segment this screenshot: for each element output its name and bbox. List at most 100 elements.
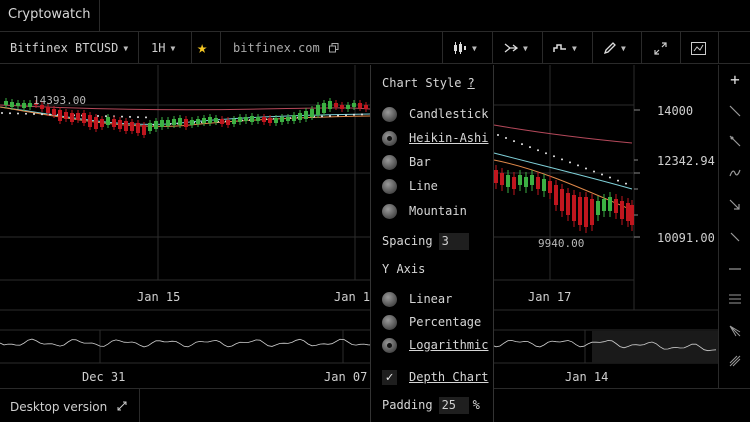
chart-type-icon [553,44,566,52]
candle [274,118,278,123]
style-option-mountain[interactable]: Mountain [382,202,467,220]
price-label: 10091.00 [657,231,715,245]
interval-label: 1H [151,41,166,55]
sar-dot [145,116,147,119]
style-option-bar[interactable]: Bar [382,153,431,171]
exchange-link[interactable]: bitfinex.com [233,32,339,64]
candle [328,101,332,109]
indicators-icon [504,43,518,53]
chevron-down-icon: ▼ [170,43,176,53]
radio-button[interactable] [382,314,397,330]
spacing-input[interactable]: 3 [438,232,469,250]
padding-unit: % [472,398,480,412]
radio-button[interactable] [382,154,397,170]
candle [202,118,206,123]
candles-icon [454,42,466,54]
help-link[interactable]: ? [467,76,475,90]
sar-dot [17,112,19,115]
candle [262,117,266,122]
sar-dot [577,164,579,167]
radio-button[interactable] [382,106,397,122]
wave-icon[interactable] [719,161,750,185]
candle [602,199,606,211]
candle [64,112,68,119]
candle [130,122,134,131]
depth-chart-toggle[interactable]: ✓ Depth Chart [382,368,488,386]
hlines-icon[interactable] [719,287,750,311]
candle [316,105,320,115]
y-axis-option-logarithmic[interactable]: Logarithmic [382,336,488,354]
candle [536,177,540,189]
sar-dot [497,134,499,136]
y-axis-heading: Y Axis [382,262,426,276]
desktop-version-link[interactable]: Desktop version [0,389,140,422]
candle [22,103,26,108]
candle [256,117,260,121]
padding-input[interactable]: 25 [438,396,469,414]
chevron-down-icon: ▼ [472,43,477,53]
chevron-down-icon: ▼ [621,43,626,53]
candle [494,170,498,183]
padding-row: Padding 25 % [382,396,480,414]
line-tool-icon[interactable] [719,225,750,249]
copy-icon[interactable] [328,43,339,53]
candle [334,103,338,107]
radio-button[interactable] [382,203,397,219]
candle [292,115,296,121]
vertical-line-icon[interactable] [719,261,750,285]
add-icon[interactable]: + [730,70,740,89]
interval-selector[interactable]: 1H ▼ [151,32,175,64]
price-chart[interactable]: 14000 12342.94 10091.00 14393.00 9940.00… [0,65,718,388]
candle [142,125,146,135]
candle [154,121,158,129]
chevron-down-icon: ▼ [572,43,577,53]
candle [572,195,576,221]
y-axis-option-percentage[interactable]: Percentage [382,313,481,331]
candle [58,110,62,121]
draw-menu-button[interactable]: ▼ [603,32,626,64]
candle [578,197,582,225]
sar-dot [521,143,523,146]
chart-type-menu-button[interactable]: ▼ [553,32,577,64]
radio-button-selected[interactable] [382,337,397,353]
candle [340,105,344,109]
radio-button[interactable] [382,178,397,194]
sar-dot [505,137,507,140]
fan-icon[interactable] [719,319,750,343]
candle [280,117,284,122]
candle [512,177,516,189]
candle [94,117,98,129]
horizontal-line-icon[interactable] [719,257,750,281]
drawing-tools-panel: + [718,65,750,388]
sar-dot [33,113,35,116]
pitchfork-icon[interactable] [719,349,750,373]
y-axis-option-linear[interactable]: Linear [382,290,452,308]
radio-button-selected[interactable] [382,130,397,146]
chart-settings-button[interactable] [691,32,706,64]
candle [506,175,510,187]
sar-dot [1,112,3,115]
indicators-menu-button[interactable]: ▼ [504,32,528,64]
candles-menu-button[interactable]: ▼ [453,32,477,64]
sar-dot [617,179,619,182]
style-option-line[interactable]: Line [382,177,438,195]
fullscreen-button[interactable] [654,32,667,64]
candle [232,119,236,124]
style-option-heikin-ashi[interactable]: Heikin-Ashi [382,129,488,147]
fullscreen-icon [654,41,667,55]
candle [76,113,80,120]
market-selector[interactable]: Bitfinex BTCUSD ▼ [10,32,128,64]
star-icon[interactable]: ★ [197,38,208,58]
style-option-candlestick[interactable]: Candlestick [382,105,488,123]
ma-line-pink [493,124,633,144]
candle [614,199,618,213]
arrow-icon[interactable] [719,193,750,217]
app-title[interactable]: Cryptowatch [0,0,100,32]
radio-button[interactable] [382,291,397,307]
check-icon[interactable]: ✓ [382,369,397,385]
trend-line-icon[interactable] [719,99,750,123]
candle [34,103,38,105]
ray-icon[interactable] [719,129,750,153]
sar-dot [625,182,627,185]
candle [82,113,86,123]
